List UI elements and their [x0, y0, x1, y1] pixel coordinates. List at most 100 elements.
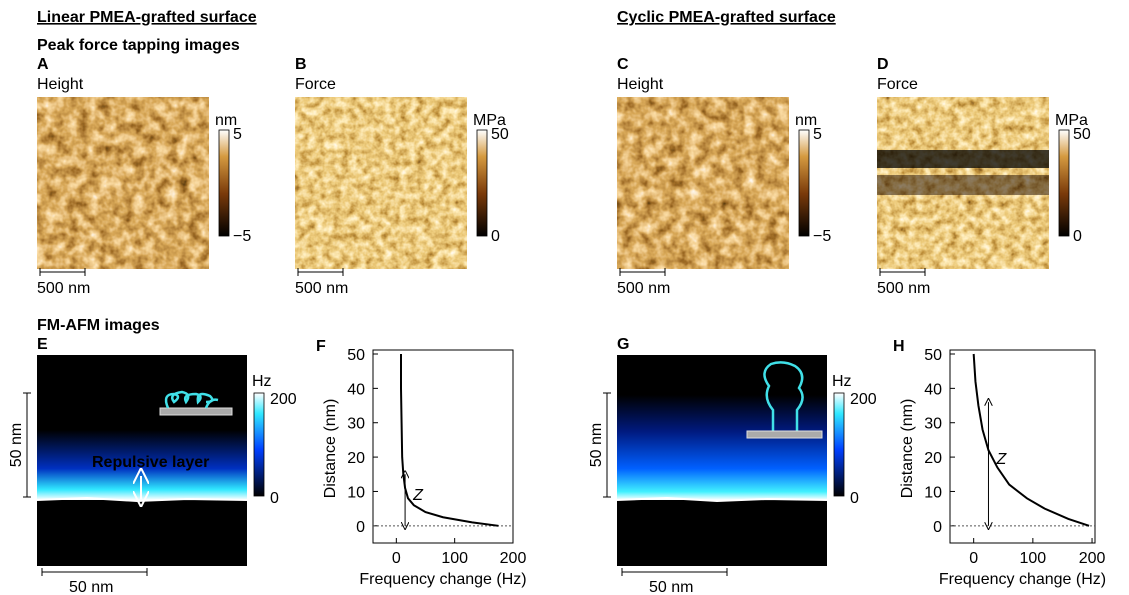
inset-chains [164, 390, 219, 409]
inset-chain [763, 361, 804, 432]
panel-title: Force [877, 76, 918, 93]
afm-image [295, 97, 467, 269]
x-tick-label: 0 [969, 550, 978, 567]
substrate-label: Substrate [629, 526, 703, 543]
afm-image [37, 97, 209, 269]
colorbar-unit: nm [795, 112, 817, 129]
colorbar-unit: Hz [832, 373, 852, 390]
panel-letter: H [893, 338, 905, 355]
colorbar-unit: Hz [252, 373, 272, 390]
panel-title: Height [37, 76, 84, 93]
colorbar-unit: MPa [1055, 112, 1088, 129]
x-tick-label: 100 [441, 550, 468, 567]
y-tick-label: 0 [356, 519, 365, 536]
colorbar [253, 392, 265, 497]
scale-bar-label: 500 nm [877, 280, 930, 297]
x-tick-label: 200 [1079, 550, 1106, 567]
y-tick-label: 30 [924, 416, 942, 433]
y-tick-label: 50 [924, 347, 942, 364]
panel-title: Force [295, 76, 336, 93]
x-axis-label: Frequency change (Hz) [939, 571, 1106, 588]
z-label: Z [995, 451, 1007, 468]
panel-letter: D [877, 56, 889, 73]
scale-bar-h [41, 568, 148, 576]
inset-label: Grafted PMEA [122, 367, 230, 384]
scale-bar-label: 50 nm [8, 423, 25, 467]
afm-image [617, 97, 789, 269]
y-axis-label: Distance (nm) [899, 399, 916, 499]
x-tick-label: 100 [1020, 550, 1047, 567]
scale-bar [619, 268, 666, 276]
panel-letter: F [316, 338, 326, 355]
colorbar [798, 129, 810, 237]
colorbar-tick: 5 [233, 126, 242, 143]
y-tick-label: 10 [347, 484, 365, 501]
panel-letter: G [617, 336, 629, 353]
colorbar [218, 129, 230, 237]
inset-substrate [159, 407, 233, 416]
scale-bar-label: 500 nm [295, 280, 348, 297]
colorbar-tick: −5 [813, 228, 831, 245]
scale-bar-v [603, 392, 611, 498]
scale-bar-label: 50 nm [588, 423, 605, 467]
header: Cyclic PMEA-grafted surface [617, 9, 836, 26]
x-tick-label: 200 [500, 550, 527, 567]
panel-letter: B [295, 56, 307, 73]
scale-bar-label: 500 nm [617, 280, 670, 297]
colorbar-tick: −5 [233, 228, 251, 245]
plot-frame [949, 349, 1096, 544]
medium-label: H₂O [49, 369, 80, 386]
y-axis-label: Distance (nm) [322, 399, 339, 499]
surface-edge [616, 496, 828, 503]
colorbar-tick: 5 [813, 126, 822, 143]
colorbar-tick: 200 [850, 391, 877, 408]
scale-bar [39, 268, 86, 276]
y-tick-label: 40 [347, 381, 365, 398]
dark-band [877, 175, 1049, 195]
y-tick-label: 30 [347, 416, 365, 433]
colorbar-tick: 0 [850, 490, 859, 507]
y-tick-label: 10 [924, 484, 942, 501]
z-label: Z [412, 487, 424, 504]
x-axis-label: Frequency change (Hz) [359, 571, 526, 588]
dark-band [877, 150, 1049, 168]
y-tick-label: 50 [347, 347, 365, 364]
colorbar [1058, 129, 1070, 237]
colorbar [833, 392, 845, 497]
section-title: Peak force tapping images [37, 37, 240, 54]
y-tick-label: 20 [347, 450, 365, 467]
colorbar [476, 129, 488, 237]
colorbar-tick: 0 [270, 490, 279, 507]
medium-label: H₂O [629, 369, 660, 386]
scale-bar [297, 268, 344, 276]
y-tick-label: 20 [924, 450, 942, 467]
scale-bar-label: 500 nm [37, 280, 90, 297]
colorbar-unit: MPa [473, 112, 506, 129]
colorbar-tick: 0 [491, 228, 500, 245]
colorbar-tick: 50 [1073, 126, 1091, 143]
x-tick-label: 0 [392, 550, 401, 567]
y-tick-label: 40 [924, 381, 942, 398]
scale-bar-h [621, 568, 728, 576]
layer-label: Repulsive layer [92, 454, 209, 471]
scale-bar [879, 268, 926, 276]
force-curve [972, 353, 1090, 527]
scale-bar-v [23, 392, 31, 498]
panel-title: Height [617, 76, 664, 93]
header: Linear PMEA-grafted surface [37, 9, 257, 26]
colorbar-tick: 0 [1073, 228, 1082, 245]
scale-bar-label: 50 nm [69, 579, 113, 595]
hydration-layer [617, 395, 827, 500]
section-title: FM-AFM images [37, 317, 160, 334]
scale-bar-label: 50 nm [649, 579, 693, 595]
colorbar-tick: 50 [491, 126, 509, 143]
inset-substrate [746, 430, 823, 439]
colorbar-tick: 200 [270, 391, 297, 408]
panel-letter: E [37, 336, 48, 353]
colorbar-unit: nm [215, 112, 237, 129]
substrate-label: Substrate [49, 526, 123, 543]
panel-letter: C [617, 56, 629, 73]
plot-frame [372, 349, 514, 544]
